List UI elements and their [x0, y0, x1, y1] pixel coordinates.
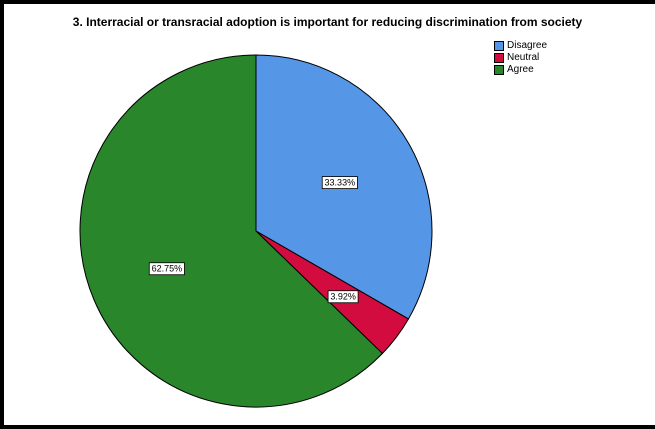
svg-text:62.75%: 62.75%: [152, 264, 183, 274]
chart-legend: Disagree Neutral Agree: [494, 40, 547, 76]
legend-swatch-disagree: [494, 41, 504, 51]
data-label-neutral: 3.92%: [327, 290, 359, 304]
data-label-agree: 62.75%: [148, 262, 185, 276]
legend-item-neutral: Neutral: [494, 52, 547, 64]
legend-label-disagree: Disagree: [507, 40, 548, 51]
legend-item-agree: Agree: [494, 64, 547, 76]
svg-text:3.92%: 3.92%: [330, 292, 356, 302]
chart-title: 3. Interracial or transracial adoption i…: [72, 15, 583, 29]
legend-label-neutral: Neutral: [507, 52, 540, 63]
legend-swatch-neutral: [494, 53, 504, 63]
pie-slice-agree: [79, 54, 384, 408]
data-label-disagree: 33.33%: [321, 176, 358, 189]
legend-swatch-agree: [494, 65, 504, 75]
legend-item-disagree: Disagree: [494, 40, 547, 52]
svg-text:33.33%: 33.33%: [325, 178, 356, 188]
legend-label-agree: Agree: [507, 64, 534, 75]
